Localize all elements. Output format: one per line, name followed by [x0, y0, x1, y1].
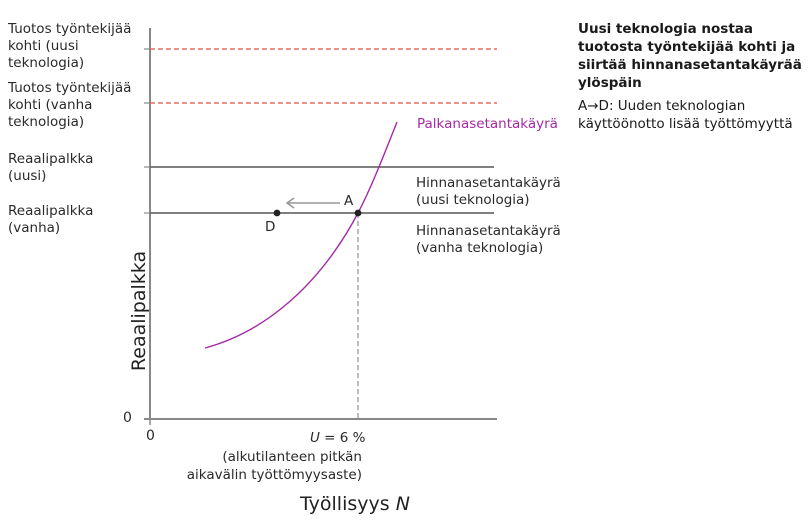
label-ppw-new: Tuotos työntekijää kohti (uusi teknologi… — [8, 21, 131, 72]
x-axis-variable: N — [395, 493, 410, 515]
point-d — [273, 209, 281, 217]
label-line: (vanha) — [8, 220, 61, 236]
point-a — [354, 209, 362, 217]
u-sublabel: (alkutilanteen pitkän aikavälin työttömy… — [186, 448, 362, 484]
label-wage-old: Reaalipalkka (vanha) — [8, 203, 93, 237]
wage-setting-curve — [204, 121, 398, 349]
label-line: aikavälin työttömyysaste) — [186, 467, 362, 483]
u-label: U = 6 % — [310, 430, 366, 447]
label-line: teknologia) — [8, 55, 85, 71]
label-line: (uusi teknologia) — [416, 192, 530, 208]
label-wage-setting-curve: Palkanasetantakäyrä — [417, 116, 558, 132]
label-line: (alkutilanteen pitkän — [222, 449, 362, 465]
label-line: Tuotos työntekijää — [8, 21, 132, 37]
label-line: kohti (uusi — [8, 38, 79, 54]
label-line: (vanha teknologia) — [416, 240, 544, 256]
label-line: Tuotos työntekijää — [8, 80, 132, 96]
label-ps-old: Hinnanasetantakäyrä (vanha teknologia) — [416, 223, 561, 257]
label-line: kohti (vanha — [8, 97, 93, 113]
u-variable: U — [310, 430, 320, 446]
x-axis-title-text: Työllisyys — [300, 493, 396, 515]
panel-title: Uusi teknologia nostaa tuotosta työnteki… — [578, 21, 802, 91]
label-line: Hinnanasetantakäyrä — [416, 223, 561, 239]
label-line: (uusi) — [8, 168, 47, 184]
arrow-left-icon — [285, 197, 295, 209]
x-axis-title: Työllisyys N — [300, 493, 410, 515]
label-line: Hinnanasetantakäyrä — [416, 175, 561, 191]
label-line: teknologia) — [8, 114, 85, 130]
label-line: Reaalipalkka — [8, 151, 94, 167]
x-zero-label: 0 — [146, 428, 155, 444]
panel-note: A→D: Uuden teknologian käyttöönotto lisä… — [578, 98, 793, 132]
label-ppw-old: Tuotos työntekijää kohti (vanha teknolog… — [8, 80, 131, 131]
u-value: = 6 % — [319, 430, 366, 446]
label-wage-new: Reaalipalkka (uusi) — [8, 151, 93, 185]
y-zero-label: 0 — [123, 410, 132, 426]
label-ps-new: Hinnanasetantakäyrä (uusi teknologia) — [416, 175, 561, 209]
y-axis-title: Reaalipalkka — [128, 250, 150, 372]
label-point-a: A — [344, 193, 354, 209]
label-point-d: D — [265, 219, 276, 235]
label-line: Reaalipalkka — [8, 203, 94, 219]
